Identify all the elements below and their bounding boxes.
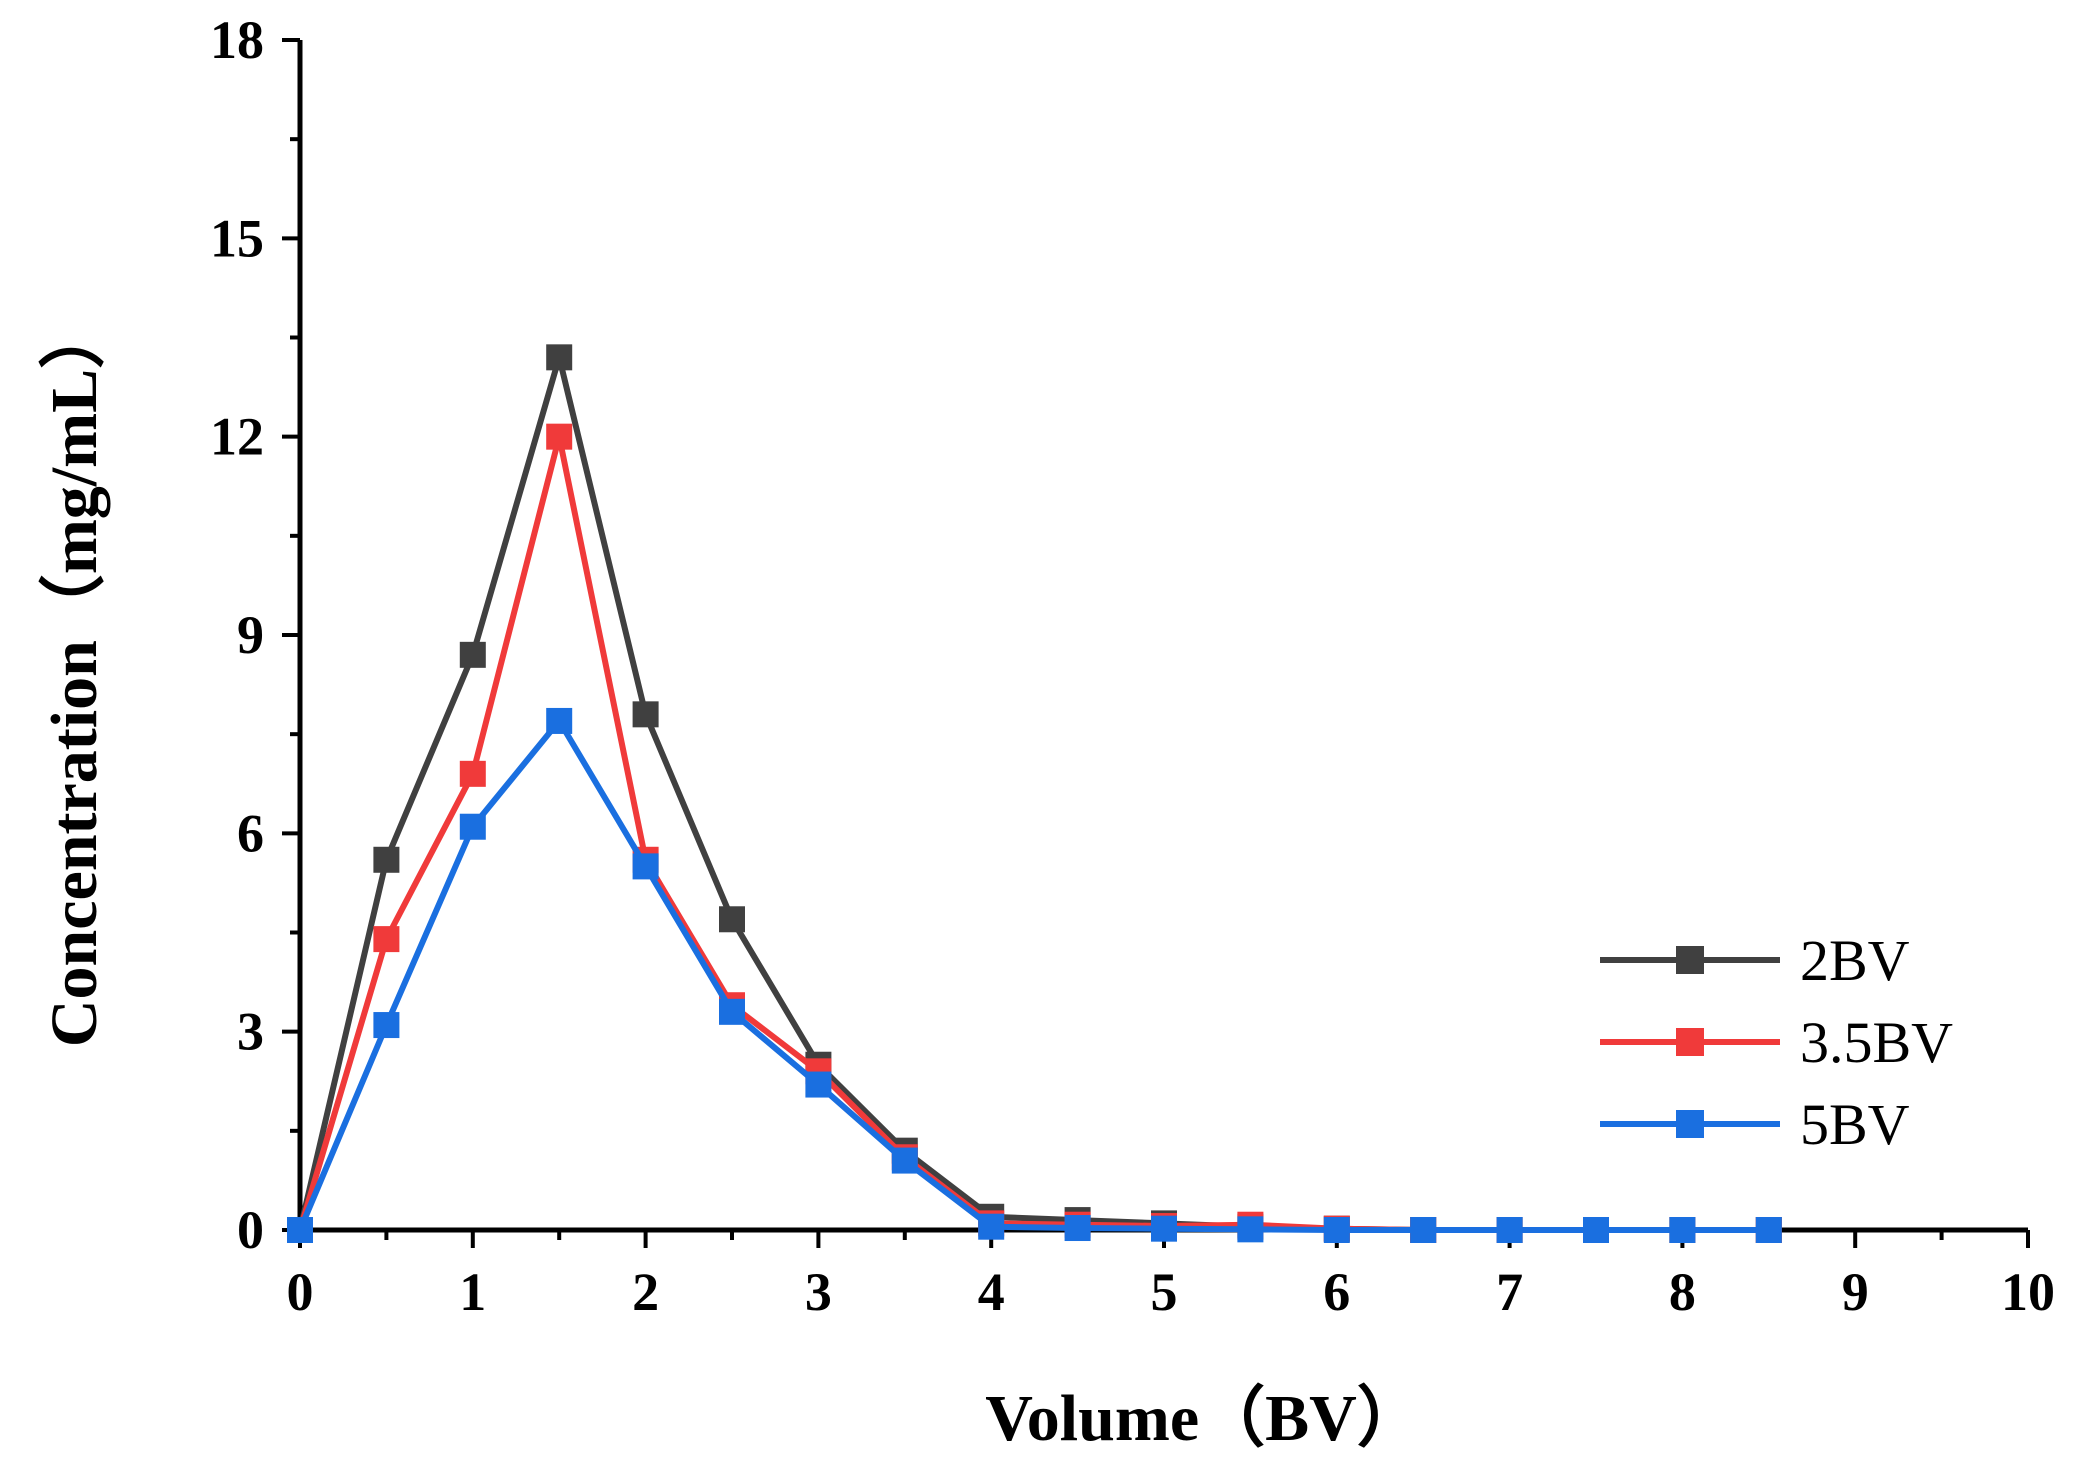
y-tick-label: 15 (210, 208, 264, 268)
y-tick-label: 6 (237, 803, 264, 863)
data-point (632, 853, 659, 880)
legend-label: 5BV (1800, 1092, 1910, 1157)
data-point (719, 998, 745, 1025)
series-line-2BV (297, 354, 1769, 1233)
x-tick-label: 6 (1323, 1262, 1350, 1322)
data-point (373, 926, 400, 953)
legend-entry-2BV: 2BV (1600, 928, 1910, 993)
data-point (459, 641, 486, 668)
data-point (1669, 1217, 1696, 1243)
legend-marker (1676, 1110, 1704, 1138)
x-tick-label: 7 (1496, 1262, 1523, 1322)
data-point (1064, 1215, 1091, 1242)
legend-marker (1676, 1028, 1704, 1056)
data-point (546, 344, 573, 371)
x-tick-label: 0 (287, 1262, 314, 1322)
series-line-3.5BV (297, 433, 1769, 1233)
y-tick-label: 12 (210, 407, 264, 467)
data-point (1755, 1217, 1782, 1243)
legend-entry-5BV: 5BV (1600, 1092, 1910, 1157)
legend-label: 2BV (1800, 928, 1910, 993)
data-point (459, 813, 486, 840)
data-point (1496, 1217, 1523, 1243)
x-tick-label: 9 (1842, 1262, 1869, 1322)
data-point (1323, 1217, 1350, 1243)
legend-marker (1676, 946, 1704, 974)
y-tick-label: 9 (237, 605, 264, 665)
data-point (287, 1217, 313, 1243)
legend-label: 3.5BV (1800, 1010, 1953, 1075)
y-tick-label: 18 (210, 10, 264, 70)
data-point (1151, 1215, 1177, 1242)
data-point (1410, 1217, 1437, 1243)
x-tick-label: 3 (805, 1262, 832, 1322)
x-tick-label: 1 (459, 1262, 486, 1322)
series-line-5BV (297, 717, 1769, 1233)
data-point (373, 846, 400, 873)
data-point (632, 701, 659, 728)
data-point (459, 760, 486, 787)
x-axis-title: Volume（BV） (985, 1381, 1423, 1455)
data-point (1583, 1217, 1609, 1243)
x-tick-label: 5 (1151, 1262, 1178, 1322)
series-5BV (287, 707, 1782, 1243)
data-point (978, 1213, 1005, 1240)
series-2BV (287, 344, 1782, 1243)
y-tick-label: 3 (237, 1002, 264, 1062)
data-point (1237, 1216, 1264, 1243)
x-tick-label: 2 (632, 1262, 659, 1322)
data-point (546, 423, 573, 450)
x-tick-label: 4 (978, 1262, 1005, 1322)
x-tick-label: 8 (1669, 1262, 1696, 1322)
y-tick-label: 0 (237, 1200, 264, 1260)
data-point (373, 1012, 400, 1039)
y-axis-title: Concentration（mg/mL） (37, 303, 111, 1047)
data-point (719, 906, 745, 933)
data-point (805, 1071, 832, 1098)
legend: 2BV 3.5BV 5BV (1600, 928, 1953, 1157)
data-point (546, 707, 573, 734)
x-tick-label: 10 (2001, 1262, 2055, 1322)
series-3.5BV (287, 423, 1782, 1243)
series-layer (287, 344, 1782, 1243)
legend-entry-3.5BV: 3.5BV (1600, 1010, 1953, 1075)
data-point (891, 1147, 918, 1174)
